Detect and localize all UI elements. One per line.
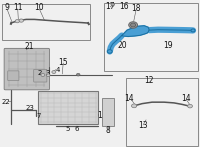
Text: 18: 18 <box>131 4 141 13</box>
Circle shape <box>52 71 56 74</box>
Text: 1: 1 <box>97 111 102 120</box>
FancyBboxPatch shape <box>4 48 49 90</box>
Text: 23: 23 <box>25 106 34 111</box>
Circle shape <box>19 19 24 22</box>
Circle shape <box>41 74 45 76</box>
Text: 12: 12 <box>144 76 154 85</box>
Text: 14: 14 <box>124 94 134 103</box>
Circle shape <box>107 50 112 53</box>
Text: 4: 4 <box>56 67 60 73</box>
Circle shape <box>132 104 137 108</box>
Bar <box>102 98 114 126</box>
Polygon shape <box>121 26 149 36</box>
Circle shape <box>76 73 80 76</box>
Text: 17: 17 <box>105 2 115 11</box>
Text: 9: 9 <box>4 3 9 12</box>
Text: 5: 5 <box>65 126 70 132</box>
Circle shape <box>46 74 50 77</box>
Text: 2: 2 <box>37 70 42 76</box>
Text: 6: 6 <box>74 126 79 132</box>
Text: 14: 14 <box>181 94 191 103</box>
Circle shape <box>191 29 195 32</box>
Bar <box>126 78 198 146</box>
Text: 15: 15 <box>58 58 68 67</box>
Circle shape <box>111 3 115 6</box>
Text: 13: 13 <box>138 121 148 130</box>
Circle shape <box>129 22 138 28</box>
Text: 19: 19 <box>163 41 173 50</box>
Text: 10: 10 <box>34 3 44 12</box>
Circle shape <box>131 23 136 27</box>
Text: 22: 22 <box>1 99 10 105</box>
Text: 8: 8 <box>105 126 110 135</box>
Text: 3: 3 <box>45 70 50 76</box>
Text: 21: 21 <box>24 42 34 51</box>
Text: 7: 7 <box>36 113 41 119</box>
Bar <box>38 91 98 124</box>
FancyBboxPatch shape <box>8 71 19 81</box>
Circle shape <box>15 20 20 23</box>
Bar <box>2 4 90 40</box>
Circle shape <box>188 104 192 108</box>
FancyBboxPatch shape <box>34 69 47 82</box>
Bar <box>104 3 198 71</box>
Text: 20: 20 <box>117 41 127 50</box>
Text: 16: 16 <box>119 2 129 11</box>
Text: 11: 11 <box>13 3 22 12</box>
